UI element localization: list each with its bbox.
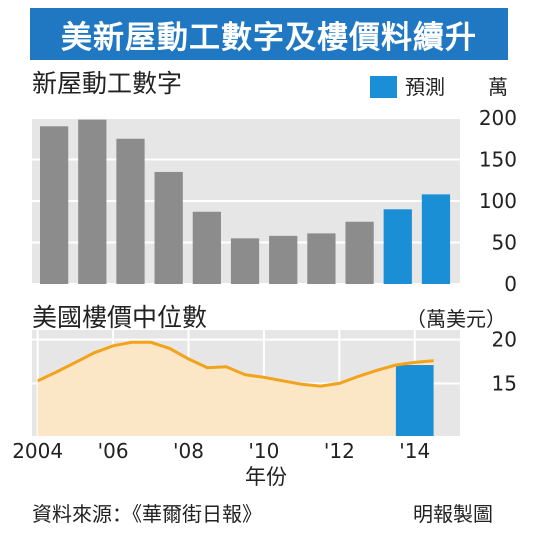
area-y-tick-label: 20 [492,328,517,352]
forecast-bar [421,194,451,284]
bar-y-tick-label: 0 [504,272,517,296]
area-x-tick-label: 2004 [12,439,63,463]
housing-starts-bar [154,171,183,284]
area-x-tick-label: '10 [248,439,279,463]
bar-chart-bars [40,119,451,284]
source-note: 資料來源：《華爾街日報》 [32,502,262,526]
housing-starts-bar [269,235,298,284]
area-chart-unit: （萬美元） [406,307,506,331]
chart-title-banner: 美新屋動工數字及樓價料續升 [30,8,508,60]
forecast-bar [383,209,412,284]
area-x-tick-label: '14 [399,439,430,463]
housing-starts-bar [78,119,107,284]
housing-starts-bar [230,238,260,284]
area-chart-title: 美國樓價中位數 [32,303,207,332]
price-area-fill [37,342,434,436]
bar-y-tick-label: 50 [492,231,517,255]
area-x-tick-label: '08 [173,439,204,463]
area-y-tick-label: 15 [492,371,517,395]
bar-chart-title: 新屋動工數字 [32,69,182,98]
x-axis-label: 年份 [245,465,287,489]
housing-starts-bar [40,126,69,284]
area-x-tick-label: '12 [324,439,355,463]
housing-starts-bar [307,233,336,284]
area-chart-x-ticks: 2004 '06 '08 '10 '12 '14 [12,439,430,463]
credit-note: 明報製圖 [413,502,493,526]
housing-starts-bar [116,138,145,284]
bar-chart: 200 150 100 50 0 [32,106,517,296]
price-forecast-block [395,365,434,436]
area-x-tick-label: '06 [98,439,129,463]
legend-forecast-swatch [370,76,397,98]
price-line [37,340,434,388]
bar-y-tick-label: 150 [479,148,517,172]
bar-y-tick-label: 200 [479,106,517,130]
bar-y-tick-label: 100 [479,189,517,213]
housing-starts-bar [345,221,374,284]
legend-forecast-label: 預測 [405,75,445,99]
bar-chart-y-ticks: 200 150 100 50 0 [479,106,517,296]
housing-starts-bar [192,211,221,284]
bar-chart-unit: 萬 [488,75,508,99]
